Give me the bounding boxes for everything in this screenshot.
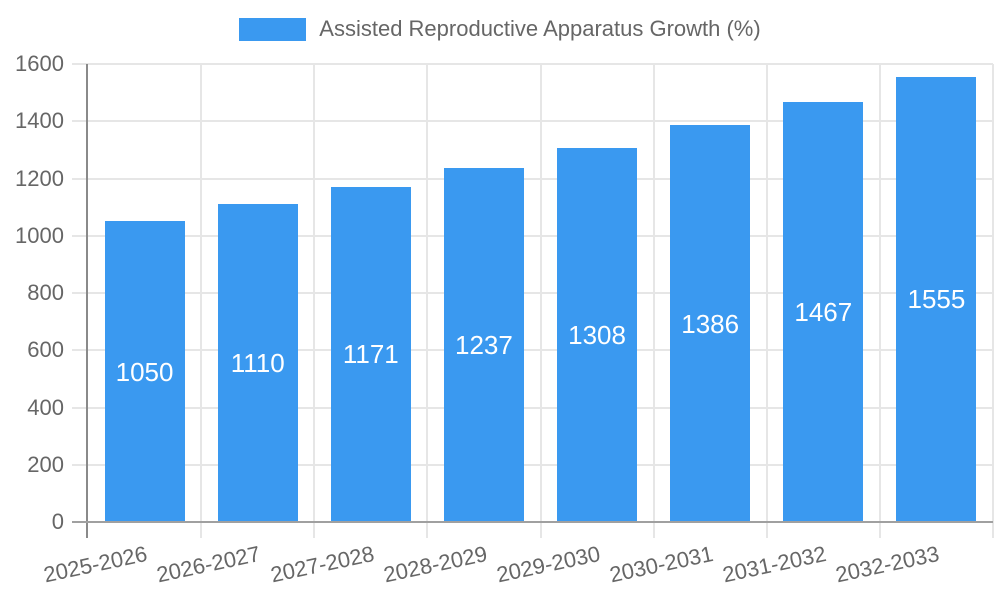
legend[interactable]: Assisted Reproductive Apparatus Growth (… <box>0 16 1000 42</box>
bar-value-label: 1050 <box>115 356 174 387</box>
gridline-horizontal <box>72 120 993 123</box>
y-tick-label: 800 <box>27 280 64 305</box>
bar-value-label: 1110 <box>230 348 285 379</box>
gridline-vertical <box>313 64 316 538</box>
gridline-vertical <box>765 64 768 538</box>
bar[interactable]: 1110 <box>217 204 298 522</box>
bar[interactable]: 1555 <box>896 76 977 522</box>
bar[interactable]: 1308 <box>557 147 638 522</box>
gridline-vertical <box>539 64 542 538</box>
bar[interactable]: 1386 <box>670 125 751 522</box>
bar-value-label: 1171 <box>342 339 399 370</box>
gridline-horizontal <box>72 292 993 294</box>
gridline-vertical <box>426 64 429 538</box>
y-tick-label: 1600 <box>15 51 64 76</box>
y-axis-line <box>86 64 88 538</box>
x-axis-line <box>72 521 993 523</box>
gridline-horizontal <box>72 349 993 352</box>
gridline-vertical <box>200 64 203 538</box>
gridline-horizontal <box>72 234 993 237</box>
x-tick-label: 2030-2031 <box>607 541 716 588</box>
gridline-horizontal <box>72 463 993 466</box>
y-tick-label: 1200 <box>15 165 64 191</box>
gridline-vertical <box>878 64 881 538</box>
bar[interactable]: 1467 <box>783 102 864 522</box>
y-tick-label: 200 <box>27 451 64 477</box>
y-tick-label: 0 <box>51 509 64 534</box>
legend-label: Assisted Reproductive Apparatus Growth (… <box>319 16 761 41</box>
y-tick-label: 1400 <box>15 108 64 134</box>
bar[interactable]: 1237 <box>443 167 524 522</box>
x-tick-label: 2027-2028 <box>267 541 377 588</box>
legend-swatch <box>239 17 307 41</box>
plot-area: 1050 1110 1171 1237 1308 1386 1467 1555 <box>72 63 994 538</box>
x-tick-label: 2025-2026 <box>41 541 150 588</box>
bar-value-label: 1555 <box>907 284 966 315</box>
gridline-horizontal <box>72 177 993 180</box>
y-tick-label: 1000 <box>15 222 64 248</box>
bar-value-label: 1308 <box>568 319 626 350</box>
gridline-horizontal <box>72 63 993 65</box>
x-tick-label: 2032-2033 <box>833 541 942 588</box>
bar-value-label: 1237 <box>455 329 513 360</box>
x-tick-label: 2028-2029 <box>381 541 490 588</box>
bar-value-label: 1467 <box>794 297 853 328</box>
bar[interactable]: 1050 <box>104 221 185 522</box>
bar-value-label: 1386 <box>681 308 740 339</box>
x-tick-label: 2031-2032 <box>720 541 829 588</box>
x-tick-label: 2026-2027 <box>154 541 263 588</box>
gridline-vertical <box>652 64 655 538</box>
y-tick-label: 400 <box>27 394 64 420</box>
gridline-vertical <box>992 64 994 538</box>
bar[interactable]: 1171 <box>330 186 411 522</box>
gridline-horizontal <box>72 406 993 409</box>
x-tick-label: 2029-2030 <box>494 541 603 588</box>
y-tick-label: 600 <box>27 337 64 363</box>
